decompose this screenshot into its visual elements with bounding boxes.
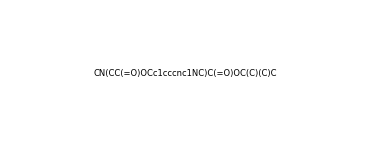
Text: CN(CC(=O)OCc1cccnc1NC)C(=O)OC(C)(C)C: CN(CC(=O)OCc1cccnc1NC)C(=O)OC(C)(C)C (94, 69, 277, 78)
